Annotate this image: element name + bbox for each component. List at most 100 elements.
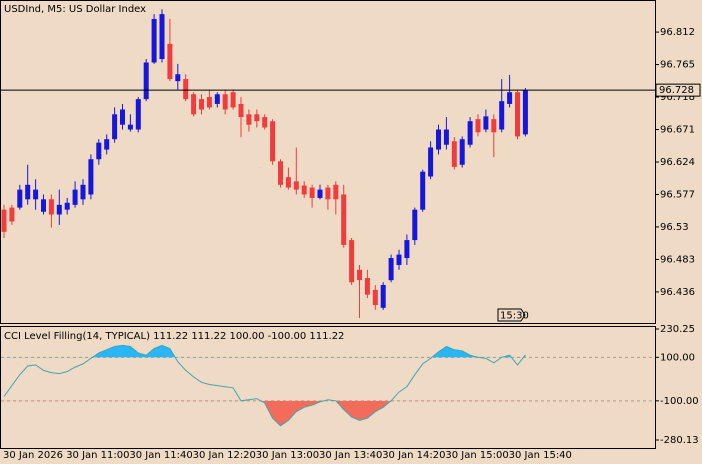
candle-body bbox=[9, 207, 15, 222]
candle-body bbox=[56, 204, 62, 215]
y-tick-label: -100.00 bbox=[660, 396, 699, 407]
candle-body bbox=[459, 139, 465, 165]
candle-body bbox=[25, 184, 31, 200]
x-tick-label: 30 Jan 11:40 bbox=[129, 450, 192, 461]
candle-body bbox=[428, 147, 434, 177]
candle-body bbox=[443, 129, 449, 145]
candle-body bbox=[17, 189, 23, 208]
candle-body bbox=[254, 114, 260, 122]
candle-body bbox=[483, 116, 489, 130]
x-tick-label: 30 Jan 12:20 bbox=[193, 450, 256, 461]
candle-body bbox=[285, 177, 291, 188]
chart-title: USDInd, M5: US Dollar Index bbox=[4, 4, 146, 15]
candle-body bbox=[349, 240, 355, 283]
candle-body bbox=[293, 181, 299, 190]
candle-body bbox=[491, 119, 497, 133]
candle-body bbox=[127, 124, 133, 130]
candle-body bbox=[135, 99, 141, 130]
y-tick-label: 96.577 bbox=[660, 189, 695, 200]
x-tick-label: 30 Jan 13:40 bbox=[319, 450, 382, 461]
candle-body bbox=[88, 159, 94, 195]
current-price-label: 96.728 bbox=[659, 85, 694, 96]
y-tick-label: 96.718 bbox=[660, 92, 695, 103]
candle-body bbox=[167, 43, 173, 80]
candle-body bbox=[412, 209, 418, 241]
candle-body bbox=[396, 254, 402, 265]
y-tick-label: 230.25 bbox=[660, 324, 695, 335]
x-tick-label: 30 Jan 14:20 bbox=[382, 450, 445, 461]
candle-body bbox=[222, 94, 228, 110]
candle-body bbox=[104, 139, 110, 150]
candle-body bbox=[380, 284, 386, 308]
candle-body bbox=[96, 142, 102, 160]
candle-body bbox=[214, 94, 220, 104]
candle-body bbox=[48, 199, 54, 215]
candle-body bbox=[301, 185, 307, 195]
candle-body bbox=[333, 184, 339, 200]
candle-body bbox=[507, 92, 513, 104]
candle-body bbox=[246, 114, 252, 125]
candle-body bbox=[522, 90, 528, 135]
candle-body bbox=[309, 187, 315, 198]
candle-body bbox=[151, 18, 157, 63]
candle-body bbox=[270, 121, 276, 162]
candle-body bbox=[80, 184, 86, 200]
y-tick-label: 96.436 bbox=[660, 287, 695, 298]
y-tick-label: 96.624 bbox=[660, 157, 695, 168]
x-tick-label: 30 Jan 2026 bbox=[3, 450, 63, 461]
candle-body bbox=[372, 289, 378, 306]
indicator-pane-frame bbox=[0, 326, 656, 449]
x-tick-label: 30 Jan 11:00 bbox=[66, 450, 129, 461]
candle-body bbox=[317, 189, 323, 198]
candle-body bbox=[183, 79, 189, 100]
candle-body bbox=[357, 269, 362, 281]
candle-body bbox=[41, 199, 46, 212]
candle-body bbox=[175, 74, 181, 82]
candle-body bbox=[341, 194, 347, 245]
candle-body bbox=[475, 119, 481, 133]
candle-body bbox=[325, 187, 331, 200]
y-tick-label: 96.483 bbox=[660, 254, 695, 265]
level-fill-above bbox=[4, 345, 526, 358]
y-tick-label: -280.13 bbox=[660, 435, 699, 446]
x-tick-label: 30 Jan 15:00 bbox=[445, 450, 508, 461]
time-marker-label: 15:30 bbox=[500, 311, 529, 322]
candle-body bbox=[33, 189, 39, 200]
candle-body bbox=[499, 101, 505, 130]
y-tick-label: 96.765 bbox=[660, 60, 695, 71]
candle-body bbox=[388, 258, 394, 281]
x-tick-label: 30 Jan 15:40 bbox=[509, 450, 572, 461]
candle-body bbox=[120, 109, 125, 125]
cci-line bbox=[3, 344, 526, 427]
y-tick-label: 96.53 bbox=[660, 222, 689, 233]
candle-body bbox=[143, 62, 149, 100]
candle-body bbox=[467, 121, 473, 145]
x-tick-label: 30 Jan 13:00 bbox=[256, 450, 319, 461]
candle-body bbox=[64, 202, 70, 210]
candle-body bbox=[206, 97, 212, 108]
candle-body bbox=[72, 189, 78, 205]
candle-body bbox=[262, 117, 268, 128]
candle-body bbox=[1, 209, 7, 232]
y-tick-label: 96.812 bbox=[660, 27, 695, 38]
candle-body bbox=[191, 94, 197, 115]
candle-body bbox=[199, 99, 204, 110]
current-price-box bbox=[655, 83, 701, 97]
candle-body bbox=[420, 171, 426, 210]
candle-body bbox=[404, 240, 410, 259]
candle-body bbox=[112, 114, 118, 140]
candle-body bbox=[230, 92, 236, 108]
candle-body bbox=[159, 14, 165, 60]
y-tick-label: 96.671 bbox=[660, 125, 695, 136]
y-tick-label: 100.00 bbox=[660, 352, 695, 363]
time-marker-box bbox=[497, 308, 526, 322]
indicator-title: CCI Level Filling(14, TYPICAL) 111.22 11… bbox=[4, 331, 344, 342]
candle-body bbox=[278, 161, 283, 185]
candle-body bbox=[238, 103, 244, 118]
candle-body bbox=[436, 129, 441, 150]
candle-body bbox=[364, 278, 370, 295]
candle-body bbox=[515, 92, 520, 137]
candle-body bbox=[451, 141, 457, 167]
